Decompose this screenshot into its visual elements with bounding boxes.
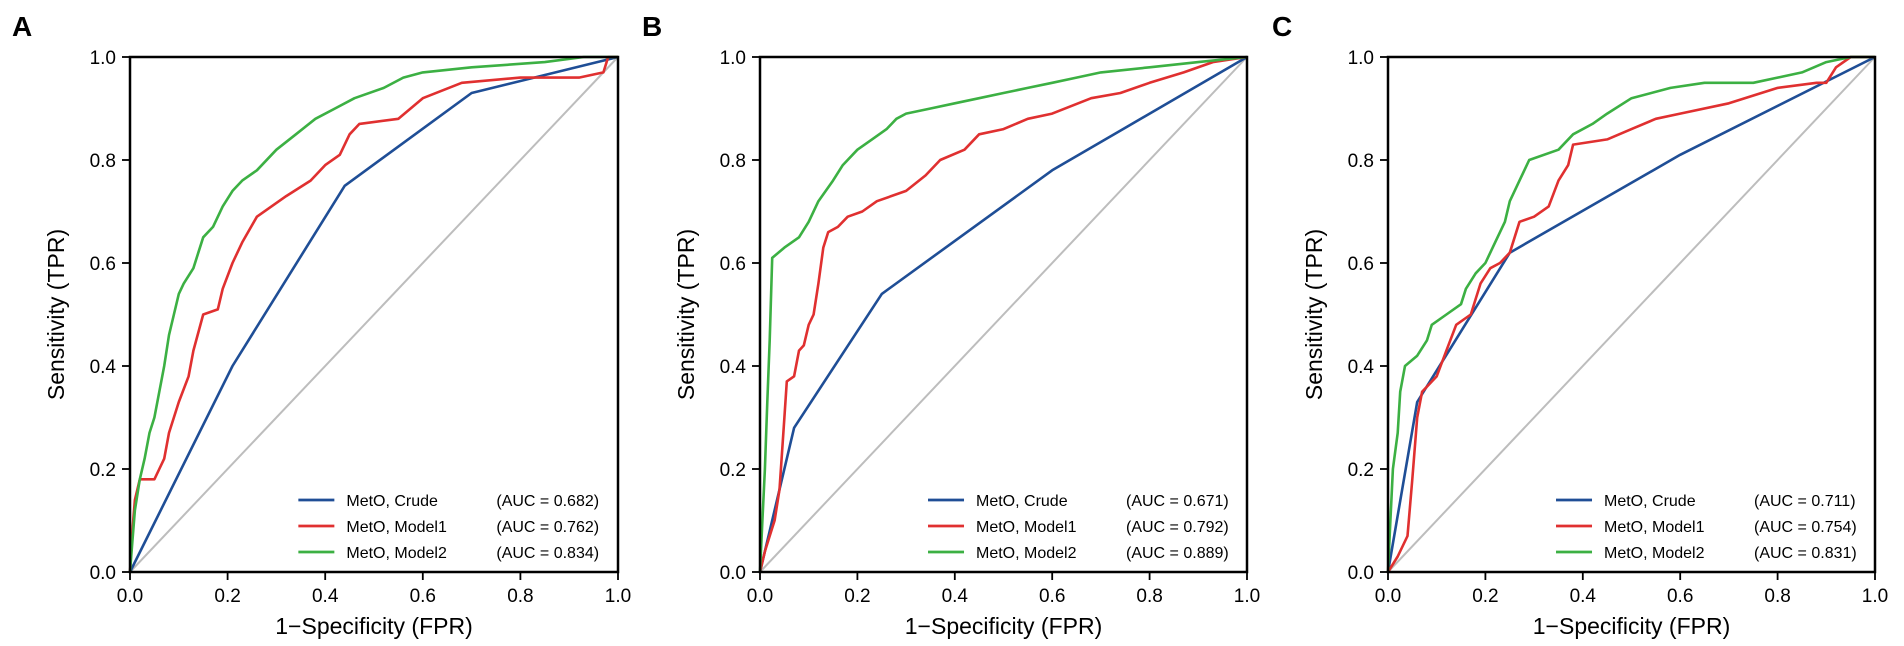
x-tick-label: 0.0: [747, 586, 773, 607]
y-tick-label: 0.0: [90, 563, 116, 584]
y-tick-label: 0.0: [1348, 563, 1374, 584]
y-tick-label: 0.8: [1348, 151, 1374, 172]
x-tick-label: 0.4: [942, 586, 969, 607]
roc-curve-meto-model2: [1386, 55, 1875, 573]
reference-diagonal: [1387, 56, 1876, 573]
legend-series-name: MetO, Model2: [346, 545, 447, 562]
legend-series-name: MetO, Crude: [1604, 493, 1696, 510]
y-tick-label: 0.8: [720, 151, 746, 172]
roc-panel-c: C 0.0 0.2 0.4 0.6 0.8 1.0 0.0 0.2 0.4 0.6 0.8 1.0 1−S…: [1272, 11, 1888, 639]
panel-label: C: [1272, 11, 1292, 42]
y-tick-label: 0.4: [90, 357, 117, 378]
legend-auc-value: (AUC = 0.792): [1126, 519, 1229, 536]
x-tick-label: 1.0: [1234, 586, 1260, 607]
y-tick-label: 1.0: [90, 48, 116, 69]
roc-curve-meto-crude: [128, 55, 619, 573]
y-axis-label: Sensitivity (TPR): [43, 229, 69, 400]
roc-curve-meto-model1: [758, 55, 1248, 573]
x-tick-label: 0.8: [1764, 586, 1790, 607]
y-axis-label: Sensitivity (TPR): [1301, 229, 1327, 400]
plot-frame: [1386, 55, 1877, 574]
plot-frame: [128, 55, 620, 574]
roc-curve-meto-model2: [128, 55, 618, 573]
legend-auc-value: (AUC = 0.754): [1754, 519, 1857, 536]
panel-label: A: [12, 11, 32, 42]
y-tick-label: 0.2: [720, 460, 746, 481]
y-tick-label: 0.6: [720, 254, 746, 275]
y-tick-label: 0.6: [90, 254, 116, 275]
x-tick-label: 0.8: [507, 586, 533, 607]
y-tick-label: 1.0: [720, 48, 746, 69]
x-tick-label: 0.2: [1472, 586, 1498, 607]
legend-auc-value: (AUC = 0.889): [1126, 545, 1229, 562]
roc-curve-meto-model1: [128, 55, 618, 573]
x-tick-label: 0.0: [1375, 586, 1401, 607]
legend-series-name: MetO, Model1: [346, 519, 447, 536]
reference-diagonal: [759, 56, 1248, 573]
x-tick-label: 0.2: [214, 586, 240, 607]
x-tick-label: 0.8: [1136, 586, 1162, 607]
x-tick-label: 0.6: [1039, 586, 1065, 607]
y-axis-label: Sensitivity (TPR): [673, 229, 699, 400]
x-axis-label: 1−Specificity (FPR): [905, 613, 1102, 639]
x-tick-label: 0.0: [117, 586, 143, 607]
x-tick-label: 1.0: [605, 586, 631, 607]
legend-series-name: MetO, Model2: [1604, 545, 1705, 562]
x-tick-label: 0.4: [312, 586, 339, 607]
legend-series-name: MetO, Crude: [976, 493, 1068, 510]
x-tick-label: 0.2: [844, 586, 870, 607]
roc-curve-meto-model2: [758, 55, 1248, 573]
x-tick-label: 0.4: [1570, 586, 1597, 607]
legend-auc-value: (AUC = 0.834): [496, 545, 599, 562]
plot-frame: [758, 55, 1249, 574]
roc-panel-a: A 0.0 0.2 0.4 0.6 0.8 1.0 0.0 0.2 0.4 0.6 0.8 1.0 1−S…: [12, 11, 631, 639]
roc-panel-b: B 0.0 0.2 0.4 0.6 0.8 1.0 0.0 0.2 0.4 0.6 0.8 1.0 1−S…: [642, 11, 1260, 639]
roc-curve-meto-crude: [758, 55, 1248, 573]
roc-curve-meto-model1: [1386, 55, 1875, 573]
legend-series-name: MetO, Model2: [976, 545, 1077, 562]
y-tick-label: 0.8: [90, 151, 116, 172]
legend-series-name: MetO, Model1: [1604, 519, 1705, 536]
x-axis-label: 1−Specificity (FPR): [275, 613, 472, 639]
y-tick-label: 0.6: [1348, 254, 1374, 275]
y-tick-label: 0.0: [720, 563, 746, 584]
y-tick-label: 0.4: [720, 357, 747, 378]
legend-auc-value: (AUC = 0.671): [1126, 493, 1229, 510]
y-tick-label: 0.4: [1348, 357, 1375, 378]
y-tick-label: 0.2: [1348, 460, 1374, 481]
legend-auc-value: (AUC = 0.831): [1754, 545, 1857, 562]
reference-diagonal: [129, 56, 619, 573]
x-tick-label: 0.6: [410, 586, 436, 607]
legend-series-name: MetO, Crude: [346, 493, 438, 510]
legend-auc-value: (AUC = 0.711): [1754, 493, 1856, 510]
legend-series-name: MetO, Model1: [976, 519, 1077, 536]
x-tick-label: 1.0: [1862, 586, 1888, 607]
y-tick-label: 1.0: [1348, 48, 1374, 69]
legend-auc-value: (AUC = 0.682): [496, 493, 599, 510]
y-tick-label: 0.2: [90, 460, 116, 481]
x-tick-label: 0.6: [1667, 586, 1693, 607]
legend-auc-value: (AUC = 0.762): [496, 519, 599, 536]
x-axis-label: 1−Specificity (FPR): [1533, 613, 1730, 639]
panel-label: B: [642, 11, 662, 42]
